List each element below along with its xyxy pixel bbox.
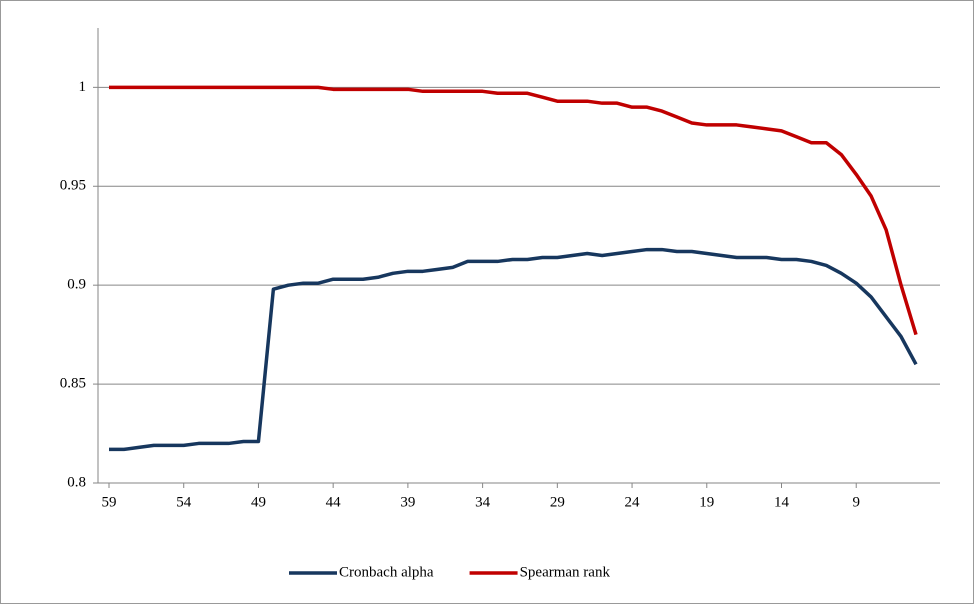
y-tick-label: 0.95 <box>60 178 86 194</box>
y-tick-label: 0.85 <box>60 376 86 392</box>
x-tick-label: 29 <box>550 494 565 510</box>
x-tick-label: 19 <box>699 494 714 510</box>
x-tick-label: 9 <box>852 494 860 510</box>
x-tick-label: 54 <box>176 494 192 510</box>
y-tick-label: 1 <box>79 79 87 95</box>
y-tick-label: 0.9 <box>67 277 86 293</box>
x-tick-label: 34 <box>475 494 491 510</box>
y-tick-label: 0.8 <box>67 474 86 490</box>
x-tick-label: 14 <box>774 494 790 510</box>
data-line <box>109 85 918 336</box>
legend-label: Spearman rank <box>520 564 611 580</box>
legend-label: Cronbach alpha <box>339 564 434 580</box>
x-tick-label: 59 <box>102 494 117 510</box>
x-tick-label: 24 <box>625 494 641 510</box>
x-tick-label: 39 <box>400 494 415 510</box>
data-line <box>109 247 918 452</box>
x-tick-label: 44 <box>326 494 342 510</box>
x-tick-label: 49 <box>251 494 266 510</box>
